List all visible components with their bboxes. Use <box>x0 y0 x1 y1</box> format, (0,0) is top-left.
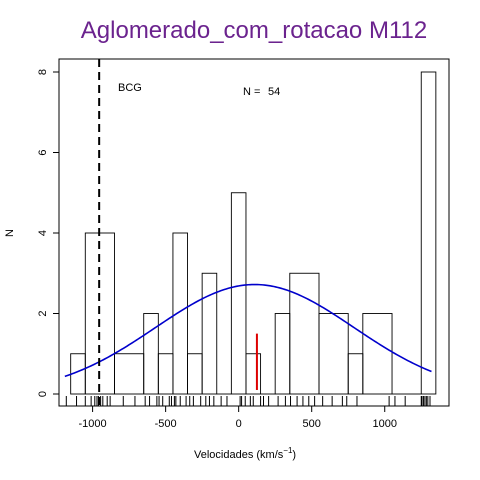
bcg-label: BCG <box>118 82 142 94</box>
x-tick-label: 500 <box>303 418 321 430</box>
histogram-bar <box>289 272 320 395</box>
rug-marks <box>65 396 431 406</box>
histogram-bar <box>187 353 203 395</box>
histogram-bar <box>347 353 364 395</box>
y-tick-label: 2 <box>37 310 49 316</box>
y-tick-label: 0 <box>37 391 49 397</box>
x-axis-label: Velocidades (km/s−1) <box>194 446 296 461</box>
histogram-bar <box>143 313 159 395</box>
histogram-bar <box>157 353 174 395</box>
y-tick-label: 6 <box>37 149 49 155</box>
gaussian-fit-curve <box>64 283 432 378</box>
x-tick-label: -1000 <box>79 418 107 430</box>
x-tick-label: 1000 <box>372 418 396 430</box>
x-axis: -1000 -500 0 500 1000 <box>79 406 397 430</box>
x-tick-label: -500 <box>155 418 177 430</box>
histogram-bar <box>420 71 437 395</box>
histogram-bar <box>114 353 145 395</box>
chart-title: Aglomerado_com_rotacao M112 <box>81 17 427 44</box>
x-tick-label: 0 <box>236 418 242 430</box>
n-count-label: N = <box>243 86 260 98</box>
y-tick-label: 8 <box>37 69 49 75</box>
histogram-bar <box>230 192 247 395</box>
histogram-bar <box>172 232 188 395</box>
n-count-value: 54 <box>268 86 280 98</box>
histogram-bar <box>318 313 349 395</box>
histogram-bar <box>245 353 262 395</box>
y-axis: 0 2 4 6 8 <box>37 69 59 397</box>
y-tick-label: 4 <box>37 230 49 236</box>
histogram-bar <box>201 272 218 395</box>
histogram-bar <box>362 313 393 395</box>
y-axis-label: N <box>4 229 16 237</box>
histogram-bar <box>274 313 291 395</box>
